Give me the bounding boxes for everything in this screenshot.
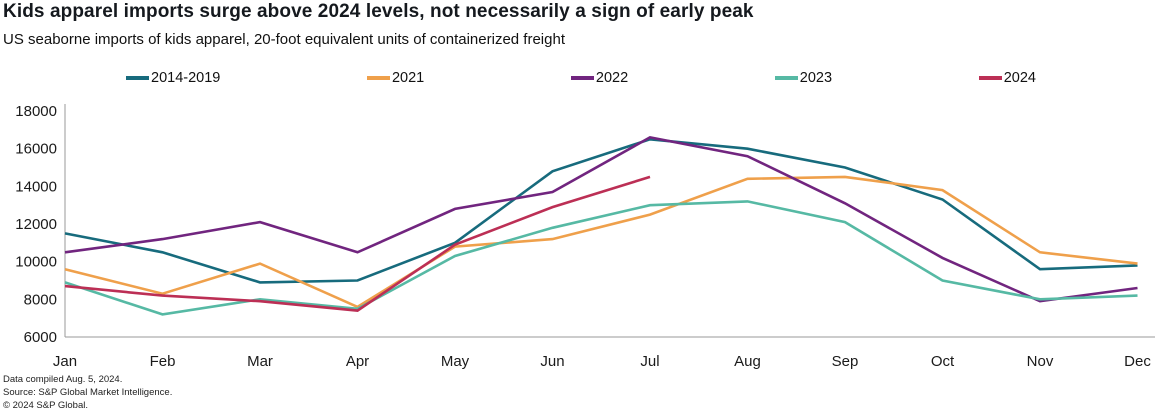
x-tick-label: Jan: [53, 353, 77, 370]
x-tick-label: Jul: [640, 353, 659, 370]
chart-subtitle: US seaborne imports of kids apparel, 20-…: [3, 31, 565, 48]
legend-swatch-icon: [126, 76, 149, 80]
legend-label: 2023: [799, 70, 833, 86]
legend-swatch-icon: [774, 76, 798, 80]
legend-swatch-icon: [570, 76, 594, 80]
legend-label: 2024: [1003, 70, 1036, 86]
chart-title: Kids apparel imports surge above 2024 le…: [3, 1, 754, 22]
series-line-2014-2019: [64, 137, 1138, 284]
x-tick-label: May: [441, 353, 470, 370]
legend-item-2022: 2022: [570, 70, 629, 86]
legend-label: 2014-2019: [151, 70, 221, 86]
chart-legend: 2014-2019 2021 2022 2023 2024: [126, 70, 1036, 86]
legend-label: 2022: [595, 70, 629, 86]
y-tick-label: 12000: [15, 216, 57, 233]
legend-swatch-icon: [366, 76, 390, 80]
legend-item-2024: 2024: [978, 70, 1036, 86]
x-tick-label: Mar: [247, 353, 273, 370]
series-line-2021: [64, 175, 1138, 309]
legend-item-2023: 2023: [774, 70, 833, 86]
y-tick-label: 16000: [15, 141, 57, 158]
y-tick-label: 18000: [15, 103, 57, 120]
x-tick-label: Apr: [346, 353, 369, 370]
legend-item-2014-2019: 2014-2019: [126, 70, 220, 86]
x-tick-label: Sep: [832, 353, 859, 370]
footer-copyright: © 2024 S&P Global.: [3, 399, 88, 411]
x-tick-label: Oct: [931, 353, 955, 370]
x-tick-label: Jun: [540, 353, 564, 370]
series-line-2023: [64, 200, 1138, 316]
series-line-2022: [64, 136, 1138, 303]
footer-compiled-date: Data compiled Aug. 5, 2024.: [3, 374, 123, 385]
y-tick-label: 8000: [24, 291, 57, 308]
x-tick-label: Dec: [1124, 353, 1151, 370]
legend-swatch-icon: [978, 76, 1002, 80]
y-tick-label: 14000: [15, 178, 57, 195]
legend-label: 2021: [391, 70, 425, 86]
series-line-2024: [64, 175, 651, 312]
x-tick-label: Aug: [734, 353, 761, 370]
y-tick-label: 6000: [24, 329, 57, 346]
footer-source: Source: S&P Global Market Intelligence.: [3, 386, 173, 398]
x-tick-label: Nov: [1027, 353, 1054, 370]
chart-footer: Data compiled Aug. 5, 2024. Source: S&P …: [3, 374, 172, 412]
legend-item-2021: 2021: [366, 70, 425, 86]
x-tick-label: Feb: [150, 353, 176, 370]
y-tick-label: 10000: [15, 254, 57, 271]
